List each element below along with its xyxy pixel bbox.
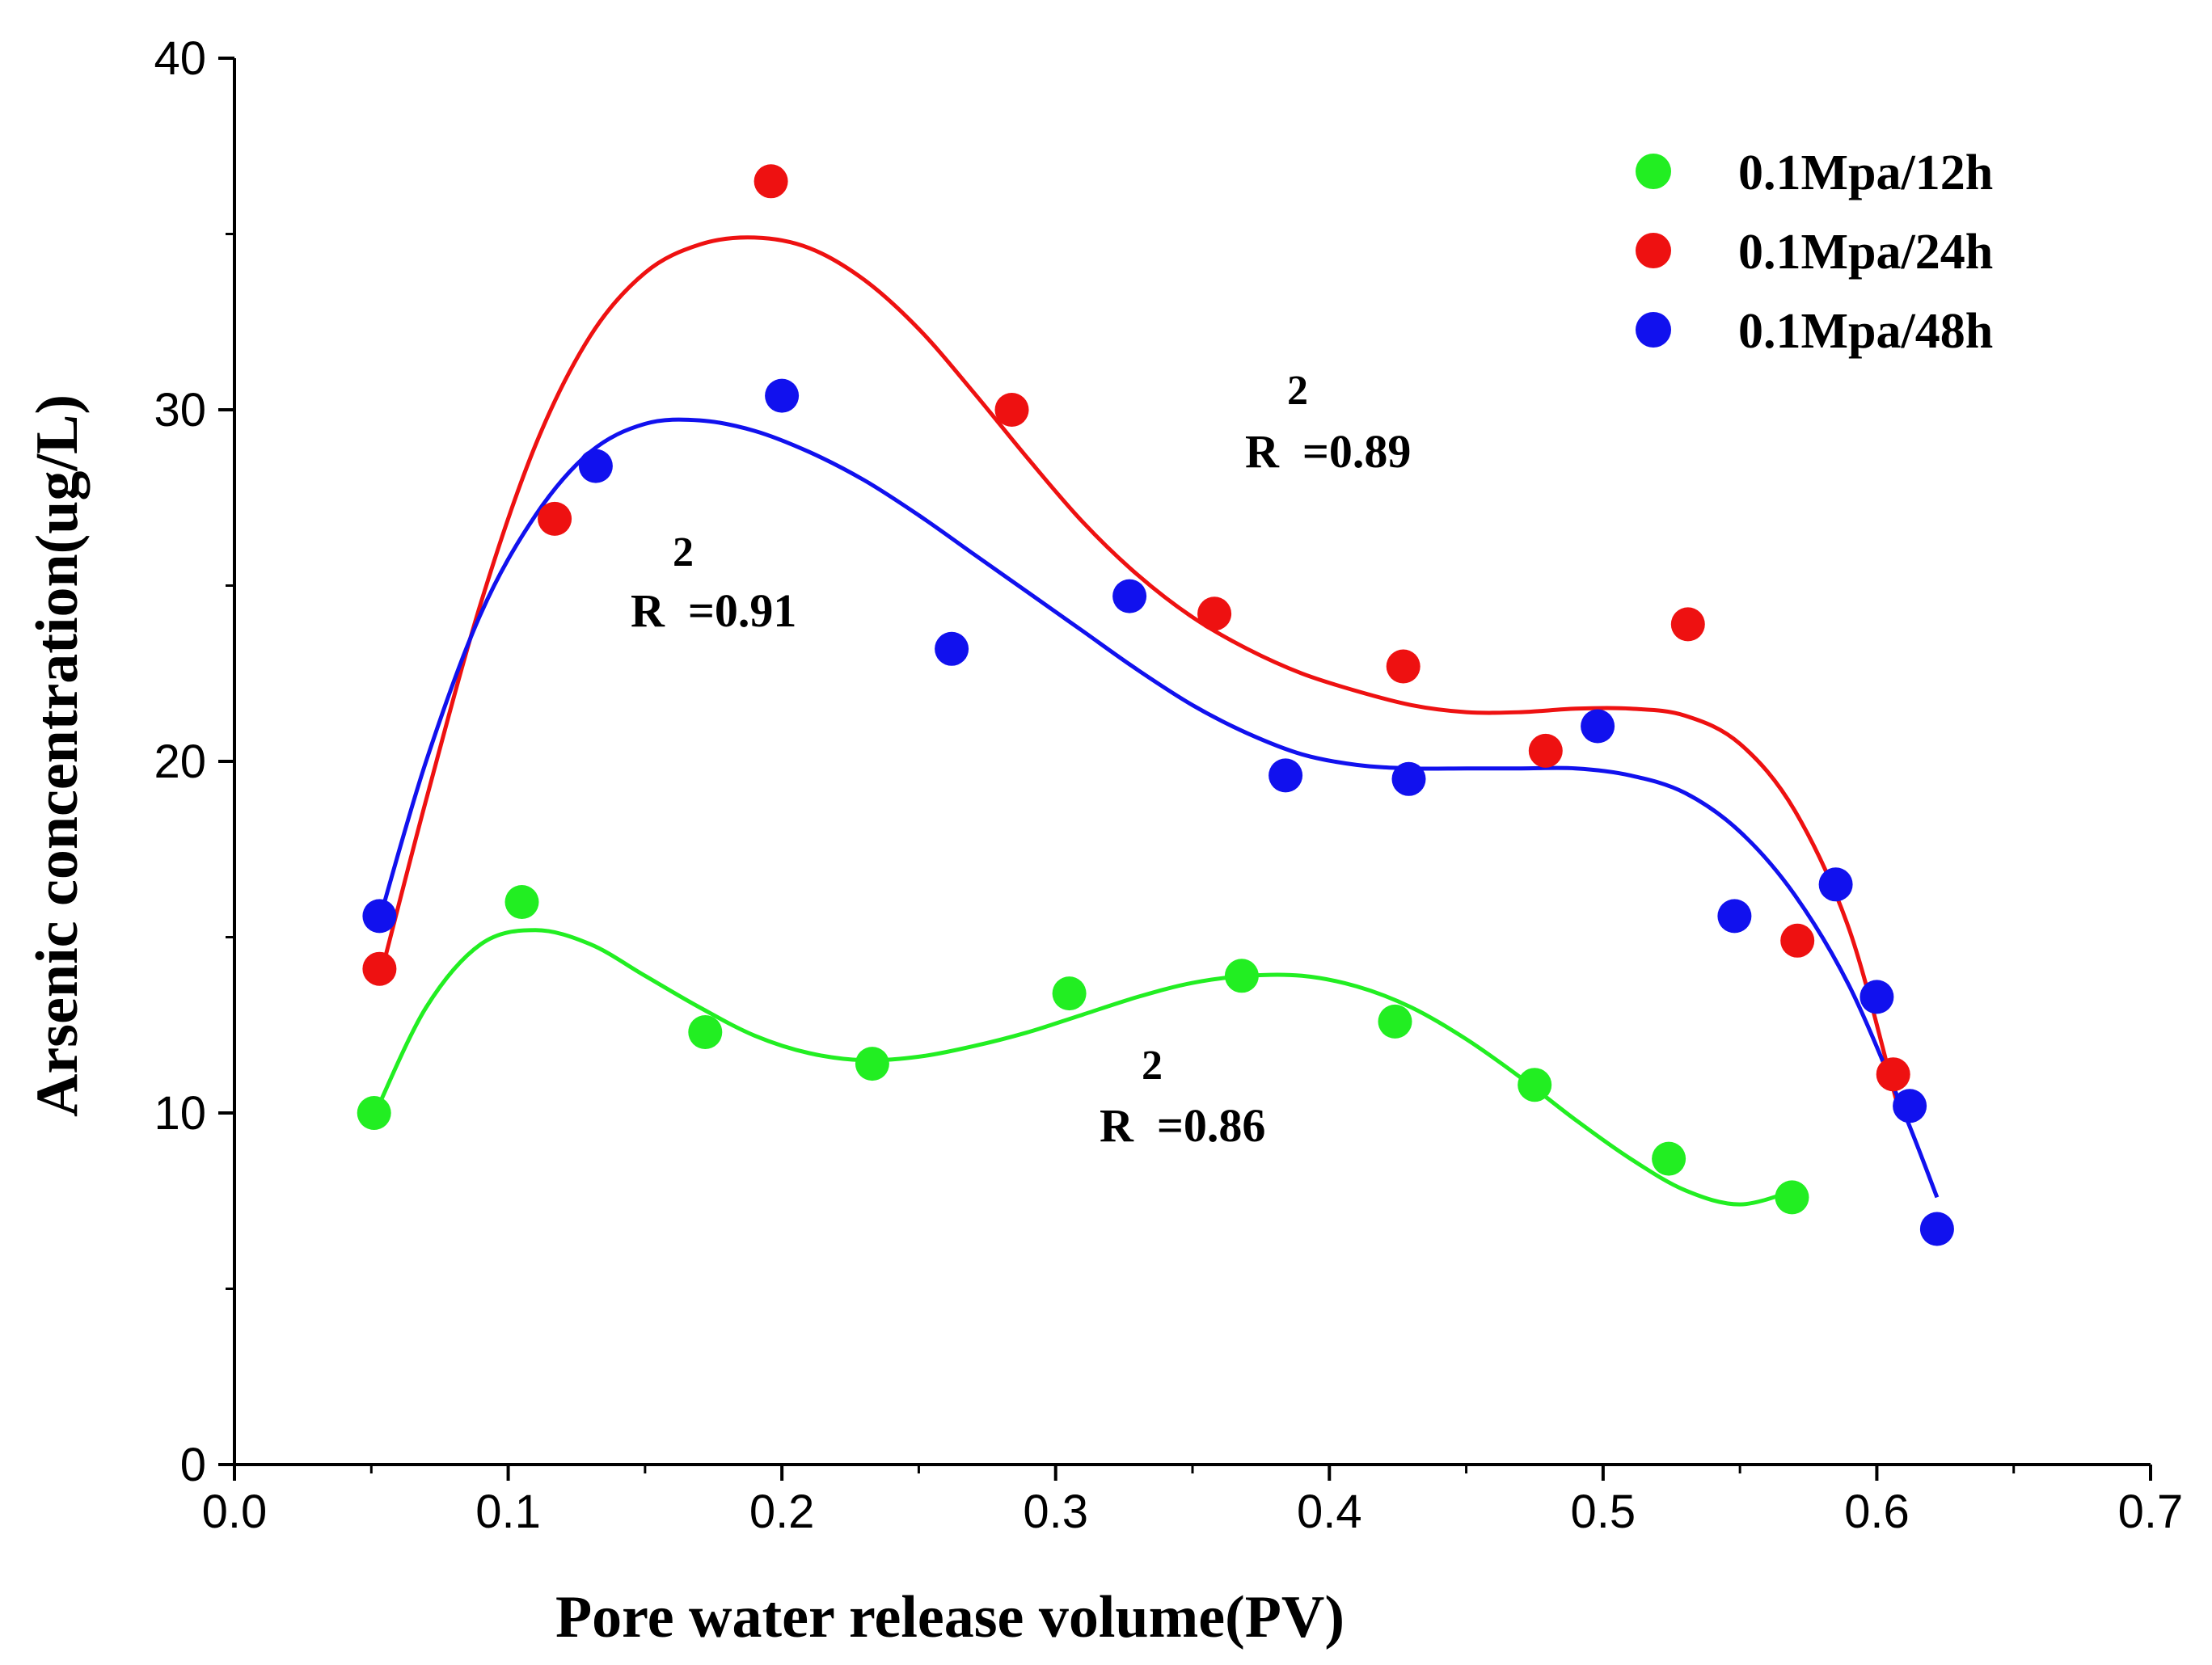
x-tick-label: 0.3	[1023, 1486, 1088, 1538]
r2-label: R =0.86	[1100, 1099, 1265, 1152]
legend: 0.1Mpa/12h 0.1Mpa/24h 0.1Mpa/48h	[1636, 145, 1993, 359]
data-point-0-1mpa-24h	[1670, 607, 1705, 642]
y-axis-title: Arsenic concentration(ug/L)	[24, 394, 91, 1117]
data-point-0-1mpa-24h	[754, 164, 788, 199]
x-tick-label: 0.5	[1571, 1486, 1636, 1538]
data-point-0-1mpa-12h	[357, 1096, 391, 1130]
r2-superscript: 2	[673, 529, 694, 575]
data-point-0-1mpa-48h	[1893, 1089, 1927, 1123]
legend-label: 0.1Mpa/48h	[1738, 304, 1993, 359]
y-tick-label: 40	[154, 32, 206, 85]
data-point-0-1mpa-12h	[1652, 1141, 1686, 1176]
data-point-0-1mpa-48h	[1581, 709, 1615, 744]
x-tick-label: 0.4	[1297, 1486, 1362, 1538]
data-point-0-1mpa-48h	[935, 631, 969, 666]
y-tick-label: 30	[154, 384, 206, 436]
legend-item-12h: 0.1Mpa/12h	[1636, 145, 1993, 200]
data-point-0-1mpa-12h	[855, 1047, 889, 1081]
y-tick-label: 20	[154, 736, 206, 788]
legend-item-24h: 0.1Mpa/24h	[1636, 225, 1993, 280]
x-tick-label: 0.7	[2118, 1486, 2184, 1538]
x-tick-label: 0.6	[1844, 1486, 1910, 1538]
legend-label: 0.1Mpa/12h	[1738, 145, 1993, 200]
data-point-0-1mpa-24h	[1528, 733, 1563, 768]
data-point-0-1mpa-48h	[362, 899, 397, 934]
data-point-0-1mpa-24h	[1197, 596, 1232, 631]
data-point-0-1mpa-12h	[688, 1015, 723, 1049]
r2-superscript: 2	[1287, 368, 1308, 414]
data-point-0-1mpa-24h	[1780, 923, 1815, 958]
data-point-0-1mpa-12h	[1224, 959, 1259, 993]
fit-curve-0-1mpa-24h	[382, 235, 1898, 1100]
legend-marker	[1636, 312, 1671, 348]
x-tick-label: 0.0	[202, 1486, 268, 1538]
data-point-0-1mpa-12h	[1775, 1180, 1809, 1215]
data-point-0-1mpa-48h	[578, 449, 613, 483]
data-point-0-1mpa-48h	[1717, 899, 1752, 934]
fit-curve-0-1mpa-12h	[374, 928, 1796, 1207]
data-point-0-1mpa-24h	[1386, 649, 1420, 684]
data-point-0-1mpa-48h	[1860, 980, 1894, 1014]
data-point-0-1mpa-24h	[1876, 1057, 1910, 1092]
y-tick-label: 0	[180, 1439, 206, 1491]
r2-annotation-48h: 2 R =0.91	[631, 529, 796, 637]
data-point-0-1mpa-24h	[994, 393, 1029, 427]
r2-superscript: 2	[1142, 1043, 1163, 1089]
x-tick-label: 0.2	[749, 1486, 815, 1538]
x-axis-title: Pore water release volume(PV)	[555, 1584, 1345, 1650]
legend-marker	[1636, 233, 1671, 268]
data-point-0-1mpa-12h	[1518, 1068, 1552, 1102]
data-point-0-1mpa-48h	[1919, 1212, 1954, 1246]
data-point-0-1mpa-24h	[362, 951, 397, 986]
r2-label: R =0.91	[631, 584, 796, 637]
x-tick-label: 0.1	[475, 1486, 541, 1538]
data-point-0-1mpa-48h	[1818, 867, 1853, 902]
data-point-0-1mpa-24h	[538, 501, 572, 536]
data-point-0-1mpa-48h	[765, 378, 800, 413]
data-points	[357, 164, 1954, 1246]
data-point-0-1mpa-48h	[1112, 579, 1147, 613]
data-point-0-1mpa-12h	[504, 885, 539, 919]
y-tick-label: 10	[154, 1087, 206, 1140]
data-point-0-1mpa-12h	[1052, 976, 1087, 1011]
axis-ticks: 0.0 0.1 0.2 0.3 0.4 0.5 0.6 0.7 0 10 20 30 40	[154, 32, 2183, 1538]
legend-item-48h: 0.1Mpa/48h	[1636, 304, 1993, 359]
legend-label: 0.1Mpa/24h	[1738, 225, 1993, 280]
r2-annotation-24h: 2 R =0.89	[1245, 368, 1411, 478]
data-point-0-1mpa-48h	[1391, 761, 1426, 796]
r2-annotation-12h: 2 R =0.86	[1100, 1043, 1265, 1152]
data-point-0-1mpa-12h	[1378, 1004, 1412, 1039]
legend-marker	[1636, 154, 1671, 189]
data-point-0-1mpa-48h	[1269, 758, 1303, 793]
r2-label: R =0.89	[1245, 425, 1411, 478]
